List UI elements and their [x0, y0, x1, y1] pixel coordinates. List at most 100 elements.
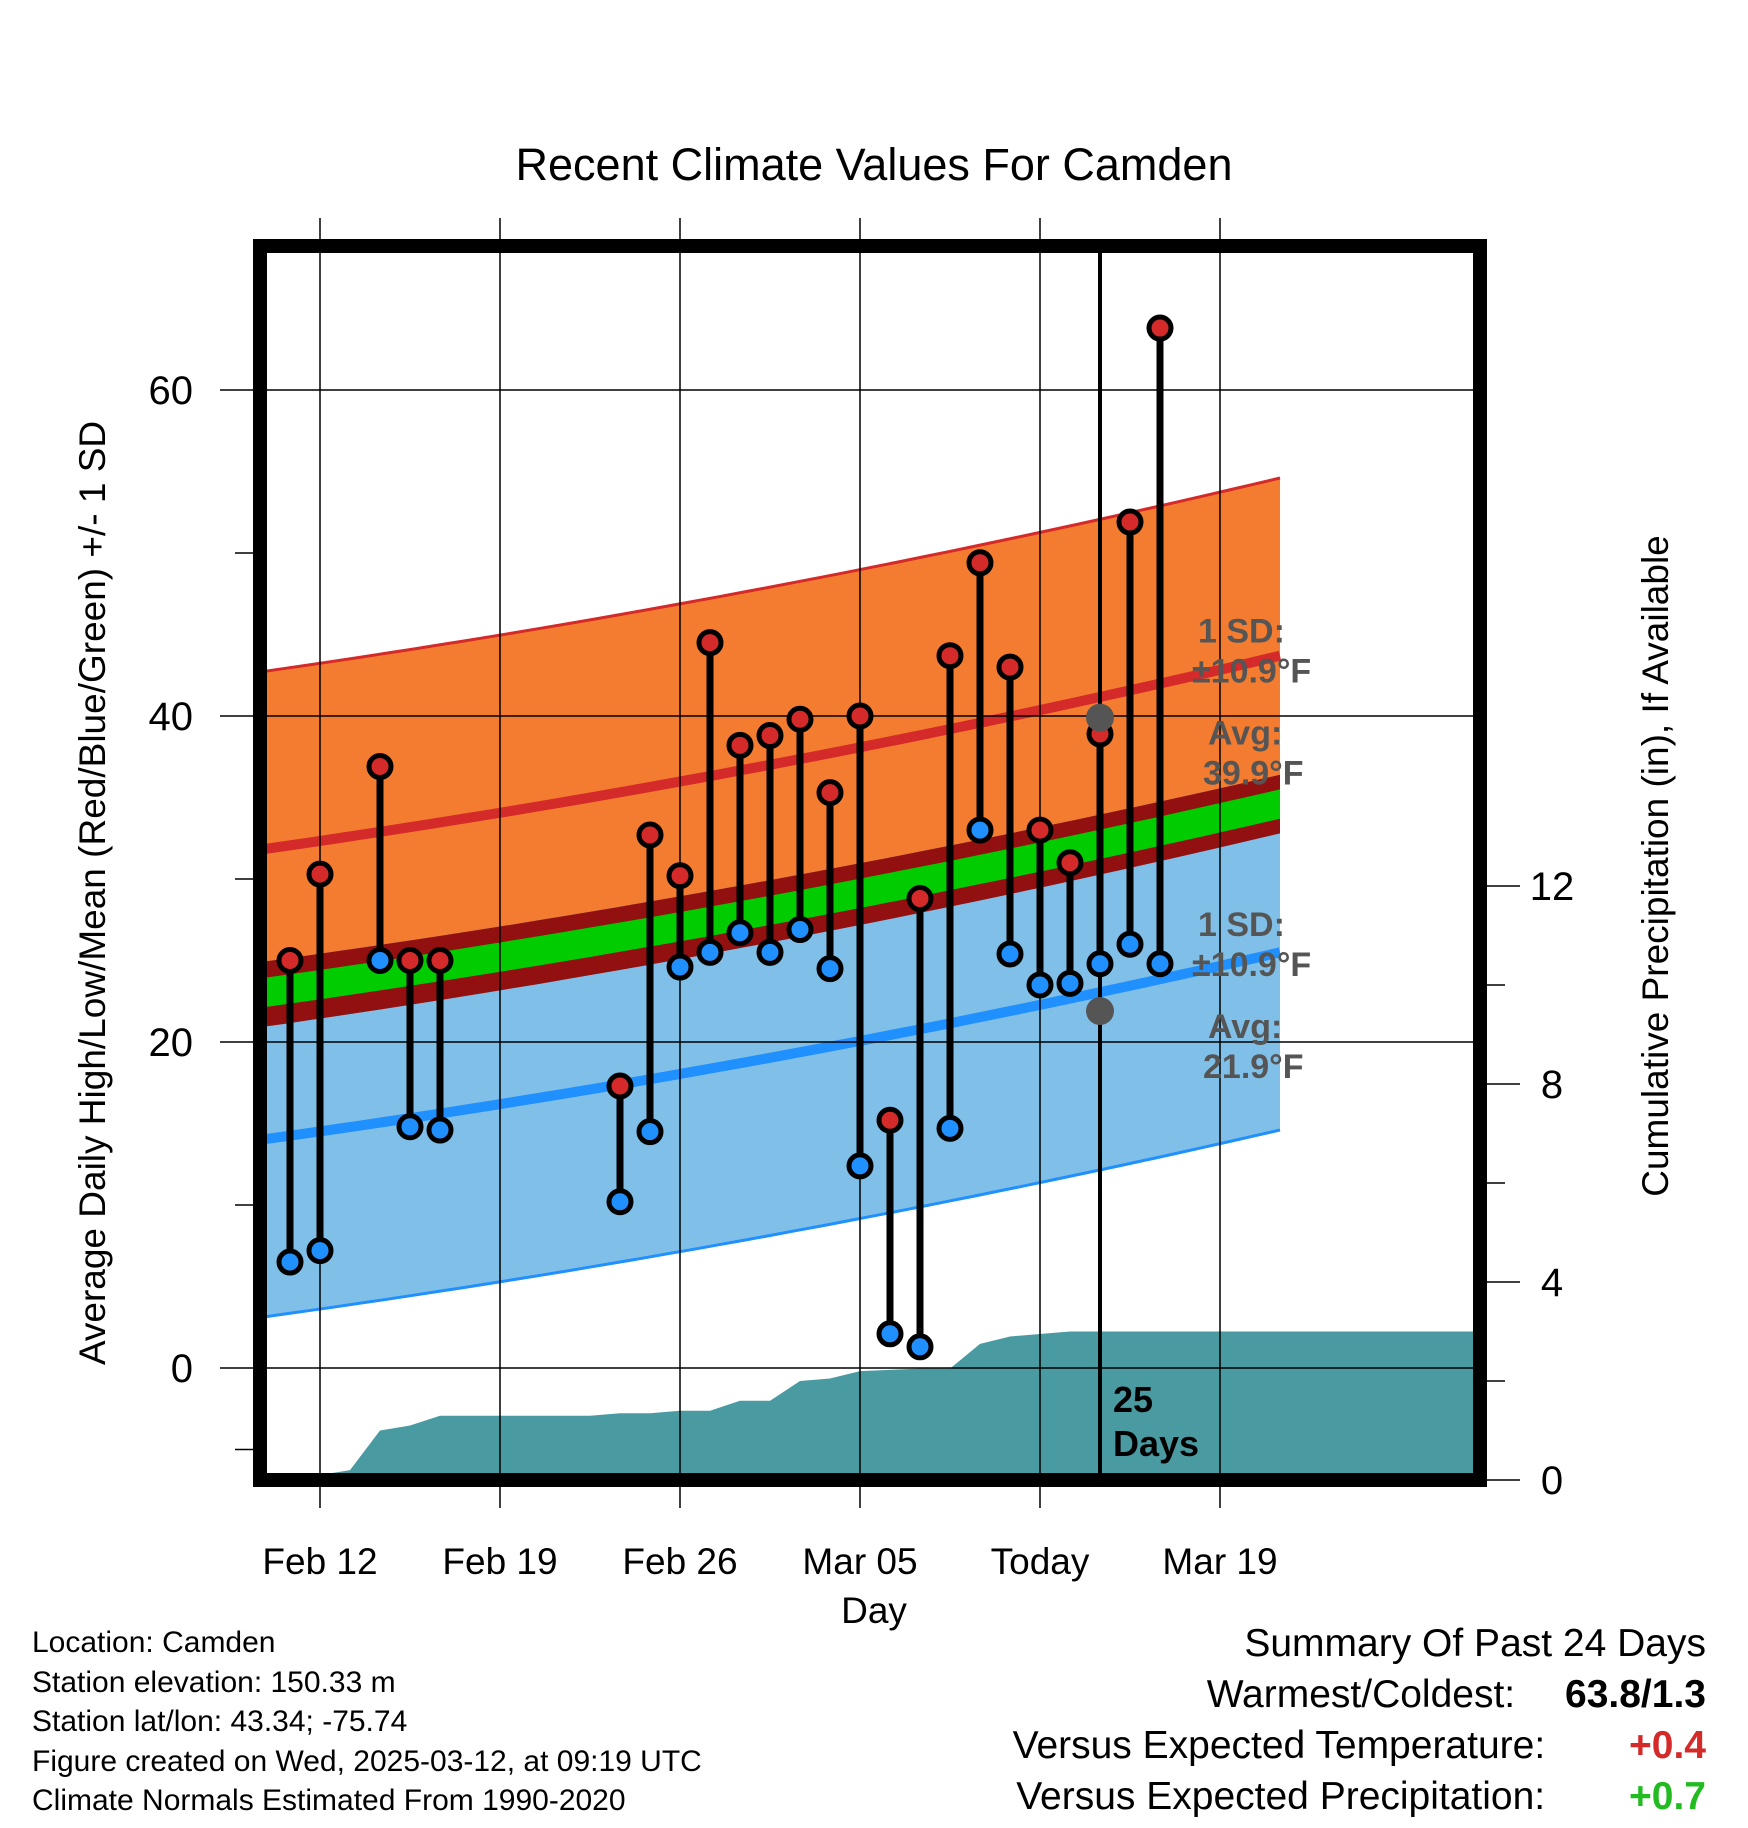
daily-low-point: [816, 955, 844, 983]
daily-high-point: [1116, 508, 1144, 536]
daily-high-point: [366, 753, 394, 781]
daily-low-point: [966, 816, 994, 844]
daily-high-point: [696, 629, 724, 657]
daily-low-point: [1116, 930, 1144, 958]
x-tick-label: Mar 19: [1162, 1541, 1277, 1582]
y2-tick-label: 0: [1541, 1459, 1563, 1503]
daily-low-point: [366, 947, 394, 974]
y2-tick-label: 12: [1530, 865, 1575, 909]
daily-low-point: [726, 919, 754, 947]
x-tick-label: Today: [991, 1541, 1090, 1582]
daily-low-point: [1026, 971, 1054, 999]
high-avg-label: Avg:: [1208, 715, 1282, 753]
low-sd-value: ±10.9°F: [1192, 946, 1311, 984]
daily-low-point: [786, 916, 814, 944]
temp-versus-value: +0.4: [1629, 1724, 1706, 1767]
y2-tick-label: 4: [1541, 1261, 1563, 1305]
normals-text: Climate Normals Estimated From 1990-2020: [32, 1784, 626, 1817]
low-avg-value: 21.9°F: [1203, 1048, 1304, 1086]
summary-precip-row: Versus Expected Precipitation: +0.7: [1013, 1771, 1706, 1822]
y2-axis-label: Cumulative Precipitation (in), If Availa…: [1635, 535, 1676, 1197]
days-label: Days: [1113, 1423, 1199, 1464]
daily-high-point: [606, 1072, 634, 1100]
daily-low-point: [696, 938, 724, 966]
daily-high-point: [816, 779, 844, 807]
daily-high-point: [966, 549, 994, 577]
daily-low-point: [606, 1188, 634, 1216]
daily-low-point: [936, 1114, 964, 1142]
elevation-text: Station elevation: 150.33 m: [32, 1665, 396, 1699]
summary-temp-row: Versus Expected Temperature: +0.4: [1013, 1720, 1706, 1771]
high-sd-label: 1 SD:: [1198, 613, 1285, 651]
daily-low-point: [1056, 969, 1084, 997]
summary-title: Summary Of Past 24 Days: [1244, 1622, 1706, 1665]
daily-high-point: [636, 821, 664, 849]
low-sd-band: [260, 774, 1280, 1318]
created-text: Figure created on Wed, 2025-03-12, at 09…: [32, 1744, 702, 1778]
daily-low-point: [306, 1237, 334, 1265]
daily-high-point: [306, 860, 334, 888]
temp-versus-label: Versus Expected Temperature:: [1012, 1724, 1546, 1767]
high-avg-marker: [1086, 703, 1114, 732]
normal-low-line: [260, 947, 1282, 1145]
daily-high-point: [276, 947, 304, 974]
y-tick-label: 0: [171, 1347, 193, 1391]
daily-high-point: [846, 702, 874, 730]
summary-panel: Summary Of Past 24 Days Warmest/Coldest:…: [1013, 1618, 1706, 1822]
daily-high-point: [936, 642, 964, 670]
y-tick-label: 20: [149, 1021, 194, 1065]
y-axis-label: Average Daily High/Low/Mean (Red/Blue/Gr…: [72, 421, 113, 1365]
daily-high-point: [426, 947, 454, 974]
location-text: Location: Camden: [32, 1626, 276, 1659]
daily-high-point: [396, 947, 424, 974]
daily-low-point: [666, 953, 694, 981]
days-label: 25: [1113, 1379, 1153, 1420]
y-tick-label: 60: [149, 369, 194, 413]
station-info: Location: Camden Station elevation: 150.…: [32, 1623, 702, 1821]
daily-low-point: [876, 1320, 904, 1348]
warmest-value: 63.8/1.3: [1565, 1673, 1706, 1716]
daily-high-point: [1056, 849, 1084, 877]
daily-high-point: [756, 722, 784, 750]
low-avg-label: Avg:: [1208, 1008, 1282, 1046]
chart-title: Recent Climate Values For Camden: [516, 139, 1233, 190]
x-axis-label: Day: [841, 1590, 907, 1631]
x-tick-label: Feb 19: [442, 1541, 557, 1582]
precip-versus-label: Versus Expected Precipitation:: [1016, 1775, 1546, 1818]
low-sd-label: 1 SD:: [1198, 906, 1285, 944]
daily-low-point: [906, 1333, 934, 1361]
daily-low-point: [996, 940, 1024, 968]
warmest-label: Warmest/Coldest:: [1206, 1673, 1516, 1716]
daily-low-point: [276, 1248, 304, 1276]
high-upper-edge: [260, 476, 1281, 674]
precip-area: [260, 1331, 1480, 1480]
high-avg-value: 39.9°F: [1203, 755, 1304, 793]
high-sd-value: ±10.9°F: [1192, 653, 1311, 691]
daily-low-point: [756, 938, 784, 966]
y2-tick-label: 8: [1541, 1063, 1563, 1107]
daily-high-point: [726, 731, 754, 759]
x-tick-label: Mar 05: [802, 1541, 917, 1582]
x-tick-label: Feb 26: [622, 1541, 737, 1582]
low-lower-edge: [260, 1128, 1281, 1319]
daily-low-point: [396, 1113, 424, 1141]
summary-warmest-row: Warmest/Coldest: 63.8/1.3: [1013, 1669, 1706, 1720]
daily-high-point: [1026, 816, 1054, 844]
daily-high-point: [1146, 314, 1174, 342]
precip-versus-value: +0.7: [1629, 1775, 1706, 1818]
latlon-text: Station lat/lon: 43.34; -75.74: [32, 1705, 408, 1738]
daily-high-point: [996, 653, 1024, 681]
x-tick-label: Feb 12: [262, 1541, 377, 1582]
daily-low-point: [1086, 950, 1114, 978]
daily-high-point: [876, 1106, 904, 1134]
daily-high-point: [906, 885, 934, 913]
low-avg-marker: [1086, 997, 1114, 1026]
daily-high-point: [786, 705, 814, 733]
axes: Feb 12 Feb 19 Feb 26 Mar 05 Today Mar 1902040…: [149, 218, 1575, 1582]
y-tick-label: 40: [149, 695, 194, 739]
plot-frame: [253, 239, 1487, 1487]
daily-low-point: [1146, 950, 1174, 978]
